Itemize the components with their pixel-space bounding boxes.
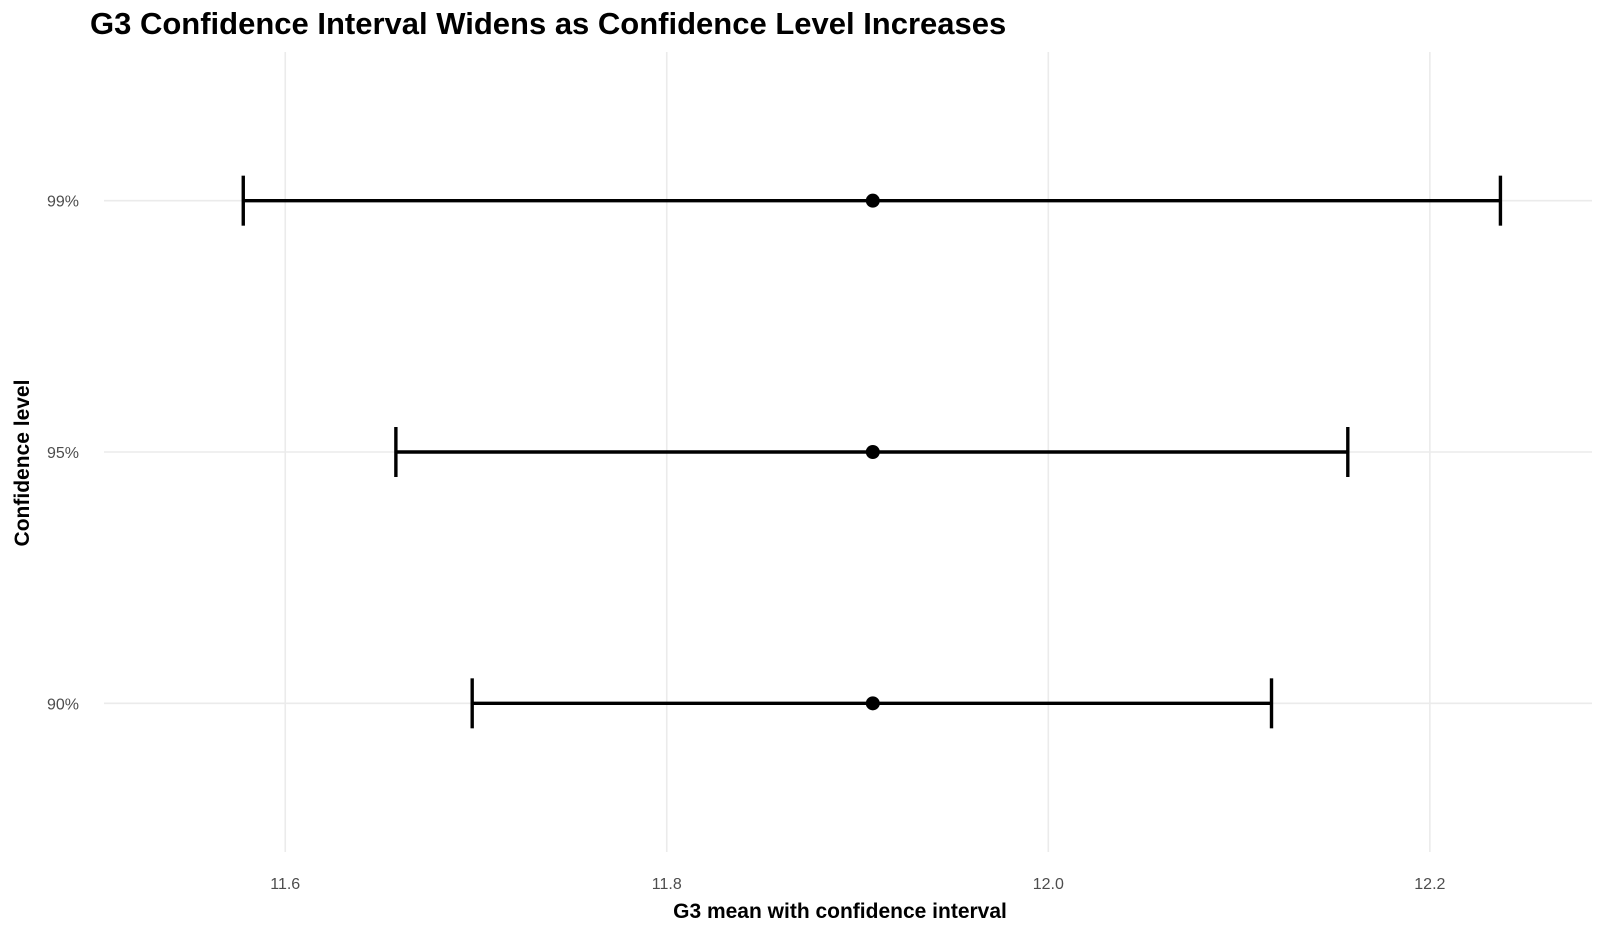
x-tick-label: 11.6 (270, 876, 300, 893)
x-axis-title: G3 mean with confidence interval (673, 900, 1007, 923)
y-tick-label: 95% (47, 445, 79, 462)
mean-point (865, 445, 880, 459)
x-tick-label: 12.2 (1414, 876, 1445, 893)
x-tick-label: 11.8 (652, 876, 682, 893)
y-tick-label: 99% (47, 194, 79, 211)
y-axis-title: Confidence level (11, 380, 34, 547)
chart-title: G3 Confidence Interval Widens as Confide… (90, 6, 1007, 41)
mean-points (865, 193, 880, 711)
y-tick-label: 90% (47, 696, 79, 713)
x-axis-ticks: 11.6 11.8 12.0 12.2 (270, 876, 1445, 893)
mean-point (865, 696, 880, 711)
x-tick-label: 12.0 (1033, 876, 1064, 893)
mean-point (865, 193, 880, 208)
y-axis-ticks: 90% 95% 99% (47, 194, 79, 714)
